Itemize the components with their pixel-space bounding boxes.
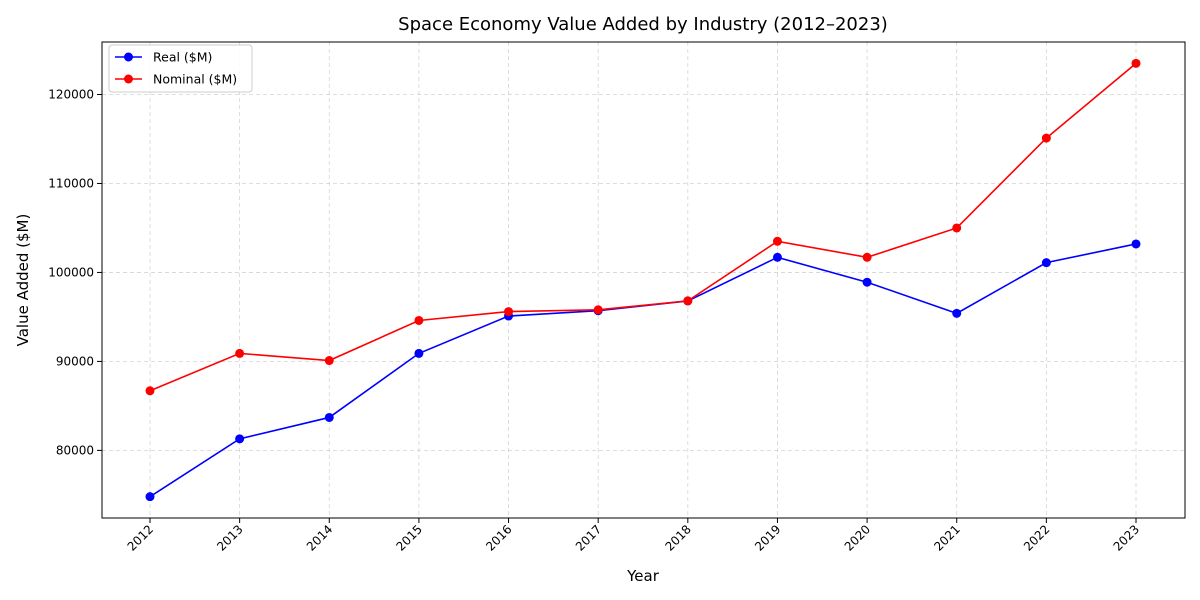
data-point	[1131, 239, 1141, 249]
series-real	[145, 239, 1141, 502]
data-point	[145, 386, 155, 396]
data-point	[414, 348, 424, 358]
axis-ticks: 2012 2013 2014 2015 2016 2017 2018 2019 2020 2021…	[48, 87, 1142, 553]
y-axis-label: Value Added ($M)	[14, 214, 32, 347]
chart-title: Space Economy Value Added by Industry (2…	[398, 14, 888, 35]
data-point	[1131, 58, 1141, 68]
x-tick-label: 2015	[394, 522, 425, 553]
x-tick-label: 2013	[214, 522, 245, 553]
data-point	[414, 315, 424, 325]
data-point	[772, 252, 782, 262]
data-point	[952, 223, 962, 233]
data-point	[145, 492, 155, 502]
data-point	[952, 308, 962, 318]
legend-box	[108, 44, 253, 93]
x-tick-label: 2017	[573, 522, 604, 553]
data-point	[1041, 133, 1051, 143]
y-tick-label: 100000	[48, 265, 94, 279]
data-point	[593, 305, 603, 315]
y-tick-label: 80000	[56, 443, 94, 457]
x-tick-label: 2021	[931, 522, 962, 553]
legend: Real ($M) Nominal ($M)	[108, 44, 253, 93]
data-point	[862, 277, 872, 287]
x-tick-label: 2012	[125, 522, 156, 553]
data-point	[1041, 258, 1051, 268]
grid	[102, 42, 1185, 518]
x-tick-label: 2023	[1111, 522, 1142, 553]
series-nominal	[145, 58, 1141, 396]
legend-label: Real ($M)	[153, 50, 212, 65]
y-tick-label: 110000	[48, 176, 94, 190]
data-point	[772, 236, 782, 246]
x-tick-label: 2016	[483, 522, 514, 553]
data-point	[504, 307, 514, 317]
data-point	[235, 434, 245, 444]
legend-marker	[124, 74, 133, 84]
x-tick-label: 2019	[752, 522, 783, 553]
x-tick-label: 2014	[304, 522, 335, 553]
x-axis-label: Year	[626, 567, 660, 585]
series-line	[149, 62, 1137, 392]
y-tick-label: 120000	[48, 87, 94, 101]
data-point	[324, 356, 334, 366]
series-layer	[145, 58, 1141, 502]
x-tick-label: 2018	[662, 522, 693, 553]
y-tick-label: 90000	[56, 354, 94, 368]
plot-area-frame	[101, 41, 1186, 519]
x-tick-label: 2020	[842, 522, 873, 553]
data-point	[683, 296, 693, 306]
legend-label: Nominal ($M)	[153, 72, 237, 87]
data-point	[862, 252, 872, 262]
x-tick-label: 2022	[1021, 522, 1052, 553]
legend-marker	[124, 52, 133, 62]
series-line	[149, 243, 1137, 498]
data-point	[235, 348, 245, 358]
data-point	[324, 412, 334, 422]
